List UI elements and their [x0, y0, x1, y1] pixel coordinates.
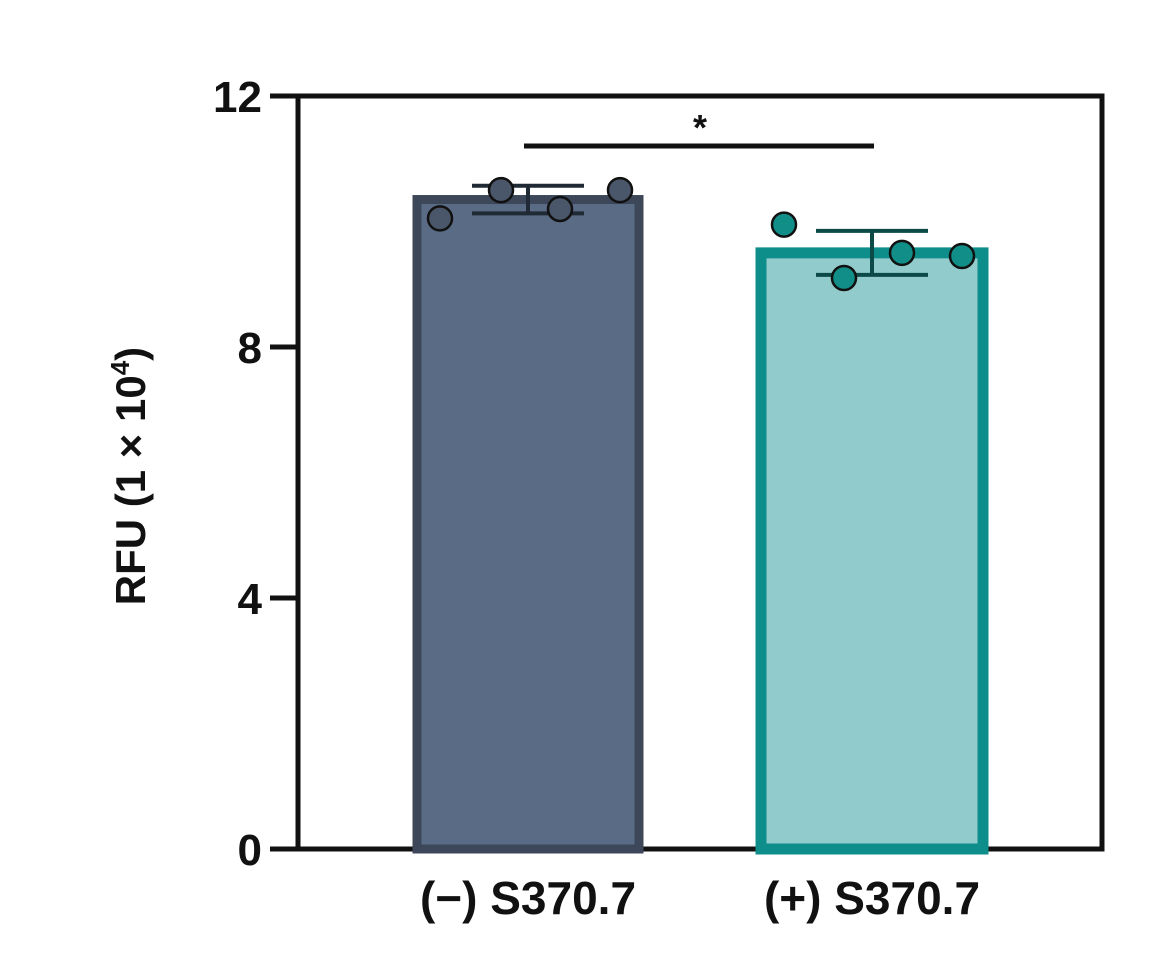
x-axis-labels: (−) S370.7 (+) S370.7	[420, 872, 980, 924]
y-axis-label-close: )	[107, 347, 154, 361]
y-axis: 0 4 8 12	[213, 73, 298, 875]
data-point	[770, 211, 798, 238]
bar	[755, 247, 989, 855]
data-point	[606, 176, 634, 204]
bars-group	[412, 195, 989, 855]
data-point	[487, 176, 515, 204]
data-point	[546, 195, 574, 223]
plot-frame	[295, 93, 1105, 852]
x-tick-label: (+) S370.7	[764, 872, 980, 924]
y-tick-label: 12	[213, 73, 262, 122]
points-group	[426, 176, 976, 292]
significance-label: *	[693, 107, 707, 148]
plot-border	[295, 93, 1105, 852]
y-tick-label: 8	[238, 324, 262, 373]
data-point	[888, 239, 916, 267]
bar	[412, 195, 644, 854]
y-axis-label-superscript: 4	[105, 360, 135, 375]
x-tick-label: (−) S370.7	[420, 872, 636, 924]
data-point	[948, 242, 976, 270]
y-axis-label: RFU (1 × 104)	[105, 347, 154, 605]
y-tick-label: 0	[238, 826, 262, 875]
significance-group: *	[524, 107, 874, 149]
data-point	[426, 205, 454, 232]
y-tick-label: 4	[238, 575, 263, 624]
data-point	[830, 264, 858, 292]
